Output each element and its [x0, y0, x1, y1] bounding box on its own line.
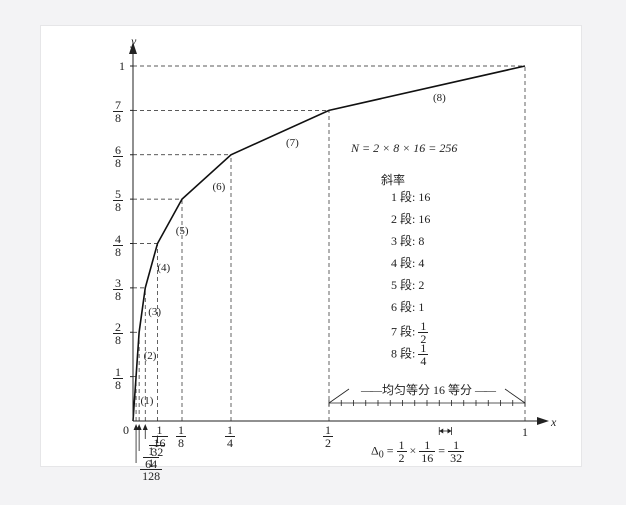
ytick-2: 38	[113, 277, 123, 302]
x-axis-label: x	[551, 415, 556, 430]
ytick-4: 58	[113, 188, 123, 213]
slope-row-4: 4 段: 4	[391, 254, 424, 271]
note-uniform: —— 均匀等分 16 等分 ——	[361, 381, 493, 398]
figure-panel: y x 0 182838485868781 116181412113216411…	[40, 25, 582, 467]
note-slope-title: 斜率	[381, 171, 405, 188]
note-N: N = 2 × 8 × 16 = 256	[351, 141, 457, 156]
segment-label-5: (5)	[176, 225, 189, 237]
ytick-6: 78	[113, 99, 123, 124]
slope-row-8: 8 段: 14	[391, 342, 428, 367]
slope-row-2: 2 段: 16	[391, 210, 430, 227]
slope-row-3: 3 段: 8	[391, 232, 424, 249]
segment-label-8: (8)	[433, 92, 446, 104]
xtick-3: 12	[323, 424, 333, 449]
ytick-5: 68	[113, 144, 123, 169]
segment-label-7: (7)	[286, 137, 299, 149]
origin-label: 0	[123, 423, 129, 438]
slope-row-1: 1 段: 16	[391, 188, 430, 205]
ytick-3: 48	[113, 233, 123, 258]
segment-label-2: (2)	[144, 350, 157, 362]
xtick-1: 18	[176, 424, 186, 449]
page-root: { "chart": { "type": "line", "background…	[0, 0, 626, 505]
segment-label-1: (1)	[141, 395, 154, 407]
segment-label-3: (3)	[148, 306, 161, 318]
xtick-below-2: 1128	[140, 457, 162, 482]
ytick-7: 1	[119, 59, 125, 74]
segment-label-4: (4)	[157, 262, 170, 274]
slope-row-5: 5 段: 2	[391, 276, 424, 293]
y-axis-label: y	[131, 34, 136, 49]
ytick-0: 18	[113, 366, 123, 391]
note-delta: Δ0 = 12 × 116 = 132	[371, 439, 464, 464]
xtick-4: 1	[522, 425, 528, 440]
xtick-2: 14	[225, 424, 235, 449]
slope-row-6: 6 段: 1	[391, 298, 424, 315]
ytick-1: 28	[113, 321, 123, 346]
segment-label-6: (6)	[213, 181, 226, 193]
